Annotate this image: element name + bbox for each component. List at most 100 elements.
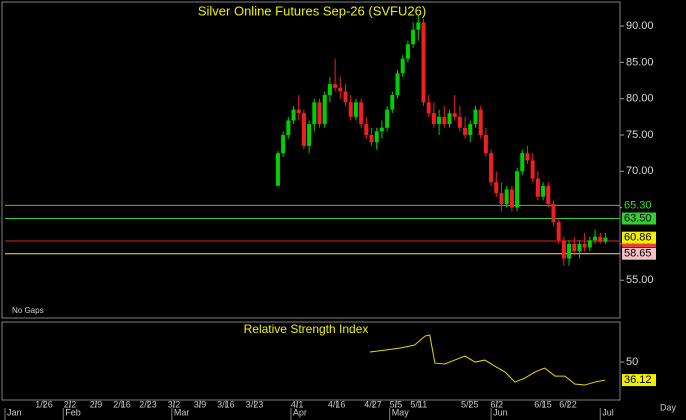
candle-body xyxy=(468,124,473,135)
candle-body xyxy=(364,124,369,135)
candle-body xyxy=(421,22,426,103)
candle-body xyxy=(343,91,348,103)
x-tick-label: 2/16 xyxy=(113,399,131,409)
x-tick-label: 2/2 xyxy=(64,399,77,409)
candle-body xyxy=(525,153,530,161)
x-tick-label: 5/11 xyxy=(410,399,427,409)
candle-body xyxy=(530,160,535,179)
month-label: May xyxy=(392,407,410,417)
candle-body xyxy=(489,153,494,183)
candle-body xyxy=(390,95,395,110)
candle-body xyxy=(587,240,592,248)
candle-body xyxy=(515,171,520,208)
last-price-label: 60.86 xyxy=(624,232,652,244)
candle-body xyxy=(504,189,509,204)
x-tick-label: 6/22 xyxy=(559,399,577,409)
candle-body xyxy=(582,243,587,248)
level-label: 65.30 xyxy=(624,199,652,211)
candle-body xyxy=(551,203,556,223)
candle-body xyxy=(541,185,546,197)
rsi-line xyxy=(369,334,606,386)
candle-body xyxy=(452,113,457,117)
level-label: 63.50 xyxy=(624,212,652,224)
candle-body xyxy=(561,240,566,259)
x-unit: Day xyxy=(660,402,677,412)
candle-body xyxy=(385,109,390,128)
rsi-panel xyxy=(1,321,621,401)
candle-body xyxy=(405,44,410,59)
level-label-bg xyxy=(622,212,656,225)
candle-body xyxy=(603,237,608,242)
candle-body xyxy=(322,95,327,125)
chart-title: Silver Online Futures Sep-26 (SVFU26) xyxy=(198,3,426,18)
candle-body xyxy=(395,73,400,96)
candle-body xyxy=(447,113,452,125)
x-tick-label: 6/2 xyxy=(491,399,504,409)
x-tick-label: 3/16 xyxy=(217,399,235,409)
candle-body xyxy=(483,134,488,154)
candle-body xyxy=(379,127,384,132)
candle-body xyxy=(494,182,499,194)
candle-body xyxy=(437,116,442,125)
y-tick-label: 85.00 xyxy=(626,56,654,68)
price-panel xyxy=(1,1,621,319)
candle-body xyxy=(431,113,436,125)
candle-body xyxy=(509,189,514,208)
candle-body xyxy=(348,102,353,117)
rsi-title: Relative Strength Index xyxy=(244,322,369,336)
candle-body xyxy=(593,236,598,241)
month-label: Mar xyxy=(174,407,190,417)
level-label-bg xyxy=(622,199,656,212)
level-label-bg xyxy=(622,247,656,260)
candle-body xyxy=(312,102,317,125)
y-tick-label: 70.00 xyxy=(626,165,654,177)
rsi-last-bg xyxy=(622,374,656,387)
x-tick-label: 1/26 xyxy=(35,399,53,409)
candle-body xyxy=(520,153,525,172)
candle-body xyxy=(307,124,312,146)
candle-body xyxy=(416,22,421,30)
x-tick-label: 3/2 xyxy=(168,399,181,409)
x-tick-label: 4/16 xyxy=(328,399,346,409)
rsi-last-label: 36.12 xyxy=(624,374,652,386)
candle-body xyxy=(281,134,286,154)
candle-body xyxy=(556,222,561,241)
note: No Gaps xyxy=(12,306,44,315)
x-tick-label: 3/9 xyxy=(194,399,207,409)
last-price-bg xyxy=(622,231,656,244)
month-label: Jan xyxy=(7,407,22,417)
candle-body xyxy=(567,243,572,259)
month-label: Feb xyxy=(65,407,81,417)
candle-body xyxy=(577,243,582,252)
rsi-tick-label: 50 xyxy=(626,356,638,368)
candle-body xyxy=(353,102,358,117)
candle-body xyxy=(338,87,343,92)
month-label: Jun xyxy=(493,407,508,417)
candle-body xyxy=(359,102,364,125)
candle-body xyxy=(598,236,603,242)
candle-body xyxy=(296,109,301,114)
x-tick-label: 2/23 xyxy=(139,399,157,409)
x-tick-label: 6/15 xyxy=(534,399,552,409)
candle-body xyxy=(301,113,306,146)
candle-body xyxy=(499,193,504,204)
x-tick-label: 4/27 xyxy=(364,399,382,409)
y-tick-label: 75.00 xyxy=(626,129,654,141)
candle-body xyxy=(275,153,280,186)
candle-body xyxy=(374,131,379,143)
candle-body xyxy=(369,134,374,143)
candle-body xyxy=(478,109,483,135)
y-tick-label: 80.00 xyxy=(626,93,654,105)
x-tick-label: 4/1 xyxy=(291,399,304,409)
candle-body xyxy=(291,109,296,121)
y-tick-label: 55.00 xyxy=(626,274,654,286)
level-label: 58.65 xyxy=(624,248,652,260)
month-label: Jul xyxy=(602,407,614,417)
candle-body xyxy=(317,102,322,125)
month-label: Apr xyxy=(293,407,307,417)
candle-body xyxy=(426,102,431,114)
x-tick-label: 5/25 xyxy=(461,399,479,409)
candle-body xyxy=(442,116,447,125)
